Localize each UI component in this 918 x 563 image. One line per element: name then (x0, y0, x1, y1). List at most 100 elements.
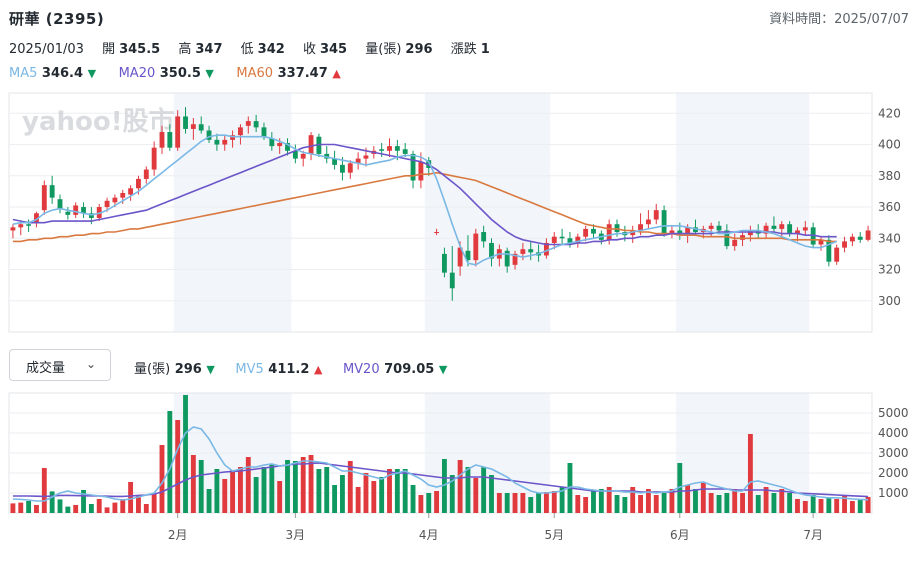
volume-bar (489, 475, 494, 513)
volume-bar (418, 495, 424, 513)
month-label: 4月 (419, 528, 439, 542)
volume-bar (198, 460, 204, 513)
candle-body (434, 232, 440, 234)
volume-bar (520, 493, 526, 513)
candle-body (465, 250, 471, 261)
volume-bar (787, 493, 793, 513)
volume-bar (795, 499, 800, 513)
volume-bar (128, 482, 134, 513)
volume-bar (49, 491, 55, 513)
candle-body (355, 158, 361, 164)
candle-body (834, 247, 840, 262)
volume-tick-label: 4000 (878, 426, 909, 440)
month-label: 6月 (670, 528, 690, 542)
volume-bar (363, 473, 369, 513)
volume-bar (73, 505, 79, 513)
volume-bar (865, 501, 871, 513)
candle-body (591, 228, 596, 234)
volume-bar (849, 501, 855, 513)
candle-body (73, 205, 79, 215)
ma60-line (12, 171, 837, 243)
ma60-legend: MA60 337.47 ▲ (236, 66, 341, 81)
volume-bar (747, 434, 753, 513)
price-panel-frame (8, 92, 873, 333)
volume-bar (583, 497, 589, 513)
volume-bar (865, 507, 871, 513)
volume-bar (669, 489, 675, 513)
volume-bar (190, 455, 196, 513)
candle-body (575, 236, 581, 243)
volume-bar (771, 493, 777, 513)
candle-body (504, 250, 510, 267)
volume-bar (371, 481, 377, 513)
down-arrow-icon: ▼ (87, 67, 97, 80)
candle-body (543, 242, 549, 256)
month-band-price (424, 93, 551, 332)
candle-body (559, 236, 565, 239)
volume-bar (112, 502, 118, 513)
candle-body (716, 225, 722, 231)
volume-bar (434, 491, 440, 513)
data-time-label: 資料時間：2025/07/07 (769, 12, 909, 27)
candle-body (771, 225, 777, 229)
volume-bar (826, 497, 832, 513)
volume-tick-label: 3000 (878, 446, 909, 460)
volume-bar (316, 469, 322, 513)
candle-body (285, 142, 290, 151)
candle-body (489, 242, 494, 259)
volume-bar (504, 493, 510, 513)
candle-body (81, 207, 86, 214)
candle-body (551, 236, 557, 243)
volume-bar (708, 493, 714, 513)
volume-bar (857, 499, 863, 513)
volume-bar (740, 493, 745, 513)
mv20-legend: MV20 709.05 ▼ (342, 362, 448, 377)
volume-bar (630, 487, 636, 513)
candle-body (747, 230, 753, 236)
indicator-select[interactable]: 成交量 ⌄ (9, 349, 111, 381)
candle-body (740, 235, 745, 240)
ohlc-readout: 2025/01/03 開 345.5 高 347 低 342 收 345 量(張) 296… (9, 38, 504, 57)
candle-body (104, 200, 110, 208)
candle-body (88, 213, 94, 218)
volume-bar (88, 504, 94, 513)
candle-body (795, 230, 800, 234)
volume-bar (449, 475, 455, 513)
down-arrow-icon: ▼ (438, 363, 448, 376)
volume-bar (834, 499, 840, 513)
candle-body (661, 210, 667, 234)
volume-bar (645, 489, 651, 513)
volume-bar (473, 478, 479, 513)
volume-bar (763, 487, 769, 513)
volume-legend: 量(張) 296 ▼ MV5 411.2 ▲ MV20 709.05 ▼ (134, 358, 463, 377)
price-tick-label: 400 (878, 138, 901, 152)
volume-bar (285, 460, 290, 513)
candle-body (732, 239, 738, 247)
volume-bar (441, 459, 447, 513)
candle-body (222, 139, 228, 145)
candle-body (818, 239, 824, 245)
volume-bar (245, 457, 251, 513)
candle-body (512, 253, 518, 265)
candle-body (520, 249, 526, 254)
volume-bar (512, 493, 518, 513)
volume-bar (41, 468, 47, 513)
candle-body (387, 146, 392, 151)
volume-bar (810, 495, 816, 513)
down-arrow-icon: ▼ (205, 67, 214, 80)
volume-bar (543, 492, 549, 513)
chevron-down-icon: ⌄ (85, 357, 96, 371)
candle-body (159, 132, 165, 148)
volume-tick-label: 2000 (878, 466, 909, 480)
volume-bar (34, 505, 39, 513)
volume-bar (355, 487, 361, 513)
vol-legend: 量(張) 296 ▼ (134, 362, 215, 377)
candle-body (567, 238, 573, 245)
candle-body (316, 136, 322, 154)
candle-body (528, 249, 534, 253)
candle-body (826, 239, 832, 262)
candle-body (638, 224, 643, 231)
volume-bar (347, 461, 353, 513)
volume-bar (661, 493, 667, 513)
